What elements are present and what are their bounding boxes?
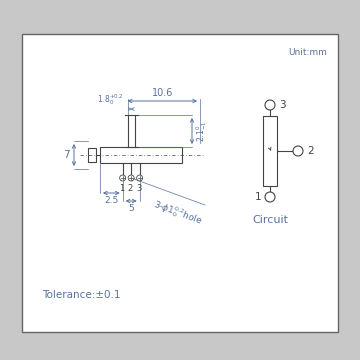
Text: 3: 3: [279, 100, 285, 110]
Bar: [100, 147, 182, 163]
Text: Circuit: Circuit: [252, 215, 288, 225]
Circle shape: [265, 100, 275, 110]
Bar: [22, 34, 338, 332]
Text: 1: 1: [255, 192, 261, 202]
Circle shape: [128, 175, 134, 181]
Text: 1: 1: [119, 184, 124, 193]
Circle shape: [265, 192, 275, 202]
Text: Tolerance:±0.1: Tolerance:±0.1: [42, 290, 121, 300]
Text: 10.6: 10.6: [152, 88, 173, 98]
Text: 7: 7: [63, 150, 70, 160]
Bar: [263, 116, 277, 186]
Text: 2.5: 2.5: [104, 196, 118, 205]
Text: 3: 3: [136, 184, 141, 193]
Text: 5: 5: [128, 204, 134, 213]
Text: 2: 2: [307, 146, 314, 156]
Text: 3-$\phi$1$^{0.2}_{0}$hole: 3-$\phi$1$^{0.2}_{0}$hole: [151, 197, 205, 228]
Text: $2.1^{0}_{-1}$: $2.1^{0}_{-1}$: [194, 120, 209, 142]
Text: 2: 2: [127, 184, 133, 193]
Text: $1.8^{+0.2}_{0}$: $1.8^{+0.2}_{0}$: [97, 92, 124, 107]
Circle shape: [120, 175, 126, 181]
Circle shape: [137, 175, 143, 181]
Text: Unit:mm: Unit:mm: [288, 48, 327, 57]
Circle shape: [293, 146, 303, 156]
Bar: [88, 148, 96, 162]
